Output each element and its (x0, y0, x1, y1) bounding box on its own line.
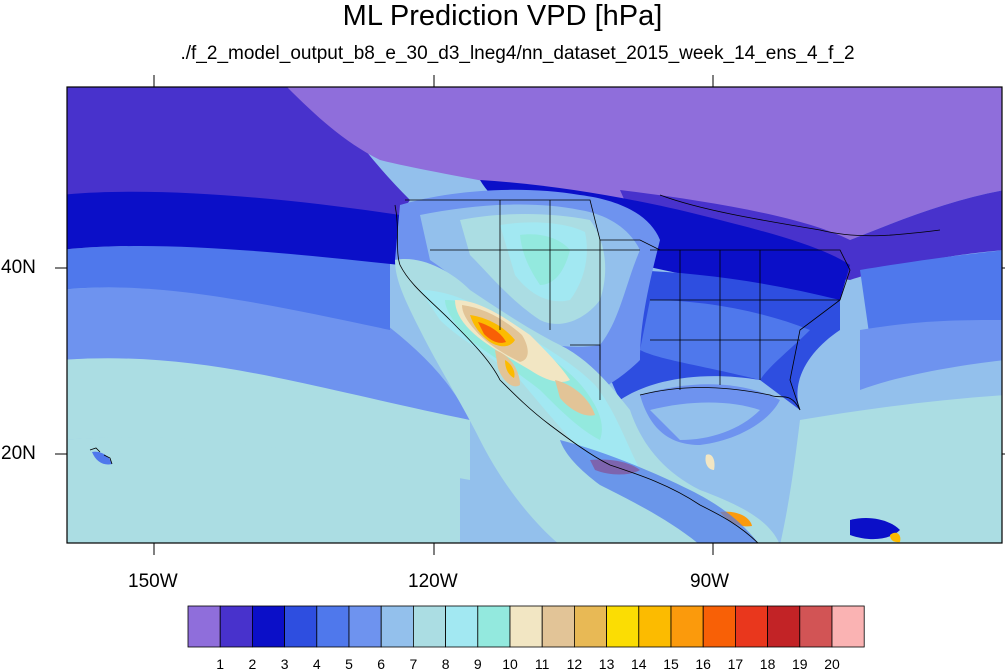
colorbar-swatch (799, 605, 833, 648)
vpd-field (67, 87, 1002, 543)
colorbar-swatch (638, 605, 672, 648)
colorbar-swatch (445, 605, 479, 648)
colorbar-swatch (251, 605, 285, 648)
colorbar-swatch (509, 605, 543, 648)
colorbar-label: 18 (759, 656, 776, 672)
colorbar-label: 5 (345, 656, 353, 672)
colorbar-label: 6 (377, 656, 386, 672)
colorbar-swatch (670, 605, 704, 648)
colorbar-label: 16 (695, 656, 711, 672)
colorbar-label: 17 (727, 656, 744, 672)
colorbar-label: 9 (473, 656, 482, 672)
colorbar-swatch (606, 605, 640, 648)
colorbar-label: 7 (409, 656, 418, 672)
colorbar-swatch (477, 605, 511, 648)
colorbar-label: 14 (631, 656, 647, 672)
lon-label-150w: 150W (128, 571, 178, 592)
plot-subtitle: ./f_2_model_output_b8_e_30_d3_lneg4/nn_d… (180, 43, 855, 64)
colorbar-label: 10 (502, 656, 518, 672)
colorbar-swatch (541, 605, 575, 648)
colorbar-swatch (316, 605, 350, 648)
colorbar-swatch (219, 605, 253, 648)
colorbar-swatch (735, 605, 769, 648)
plot-title: ML Prediction VPD [hPa] (342, 0, 663, 32)
lon-label-90w: 90W (690, 571, 730, 592)
colorbar-label: 1 (216, 656, 225, 672)
colorbar-label: 3 (280, 656, 289, 672)
colorbar-swatch (348, 605, 382, 648)
colorbar-swatch (831, 605, 865, 648)
colorbar-swatch (284, 605, 318, 648)
lon-label-120w: 120W (408, 571, 458, 592)
lat-label-20n: 20N (1, 443, 36, 464)
colorbar-label: 15 (663, 656, 679, 672)
colorbar-swatch (380, 605, 414, 648)
colorbar-label: 13 (598, 656, 615, 672)
colorbar-label: 19 (792, 656, 808, 672)
colorbar-swatch (574, 605, 608, 648)
colorbar-label: 8 (441, 656, 450, 672)
colorbar-label: 4 (312, 656, 321, 672)
colorbar-label: 11 (534, 656, 550, 672)
colorbar-swatch (702, 605, 736, 648)
colorbar-swatch (187, 605, 221, 648)
colorbar-swatch (412, 605, 446, 648)
map-frame (66, 86, 1003, 544)
colorbar-label: 12 (566, 656, 583, 672)
coastlines (89, 194, 941, 543)
axis-ticks (55, 75, 1005, 555)
lat-label-40n: 40N (1, 257, 36, 278)
colorbar-label: 2 (248, 656, 257, 672)
colorbar-label: 20 (824, 656, 840, 672)
colorbar (187, 605, 865, 648)
colorbar-swatch (767, 605, 801, 648)
